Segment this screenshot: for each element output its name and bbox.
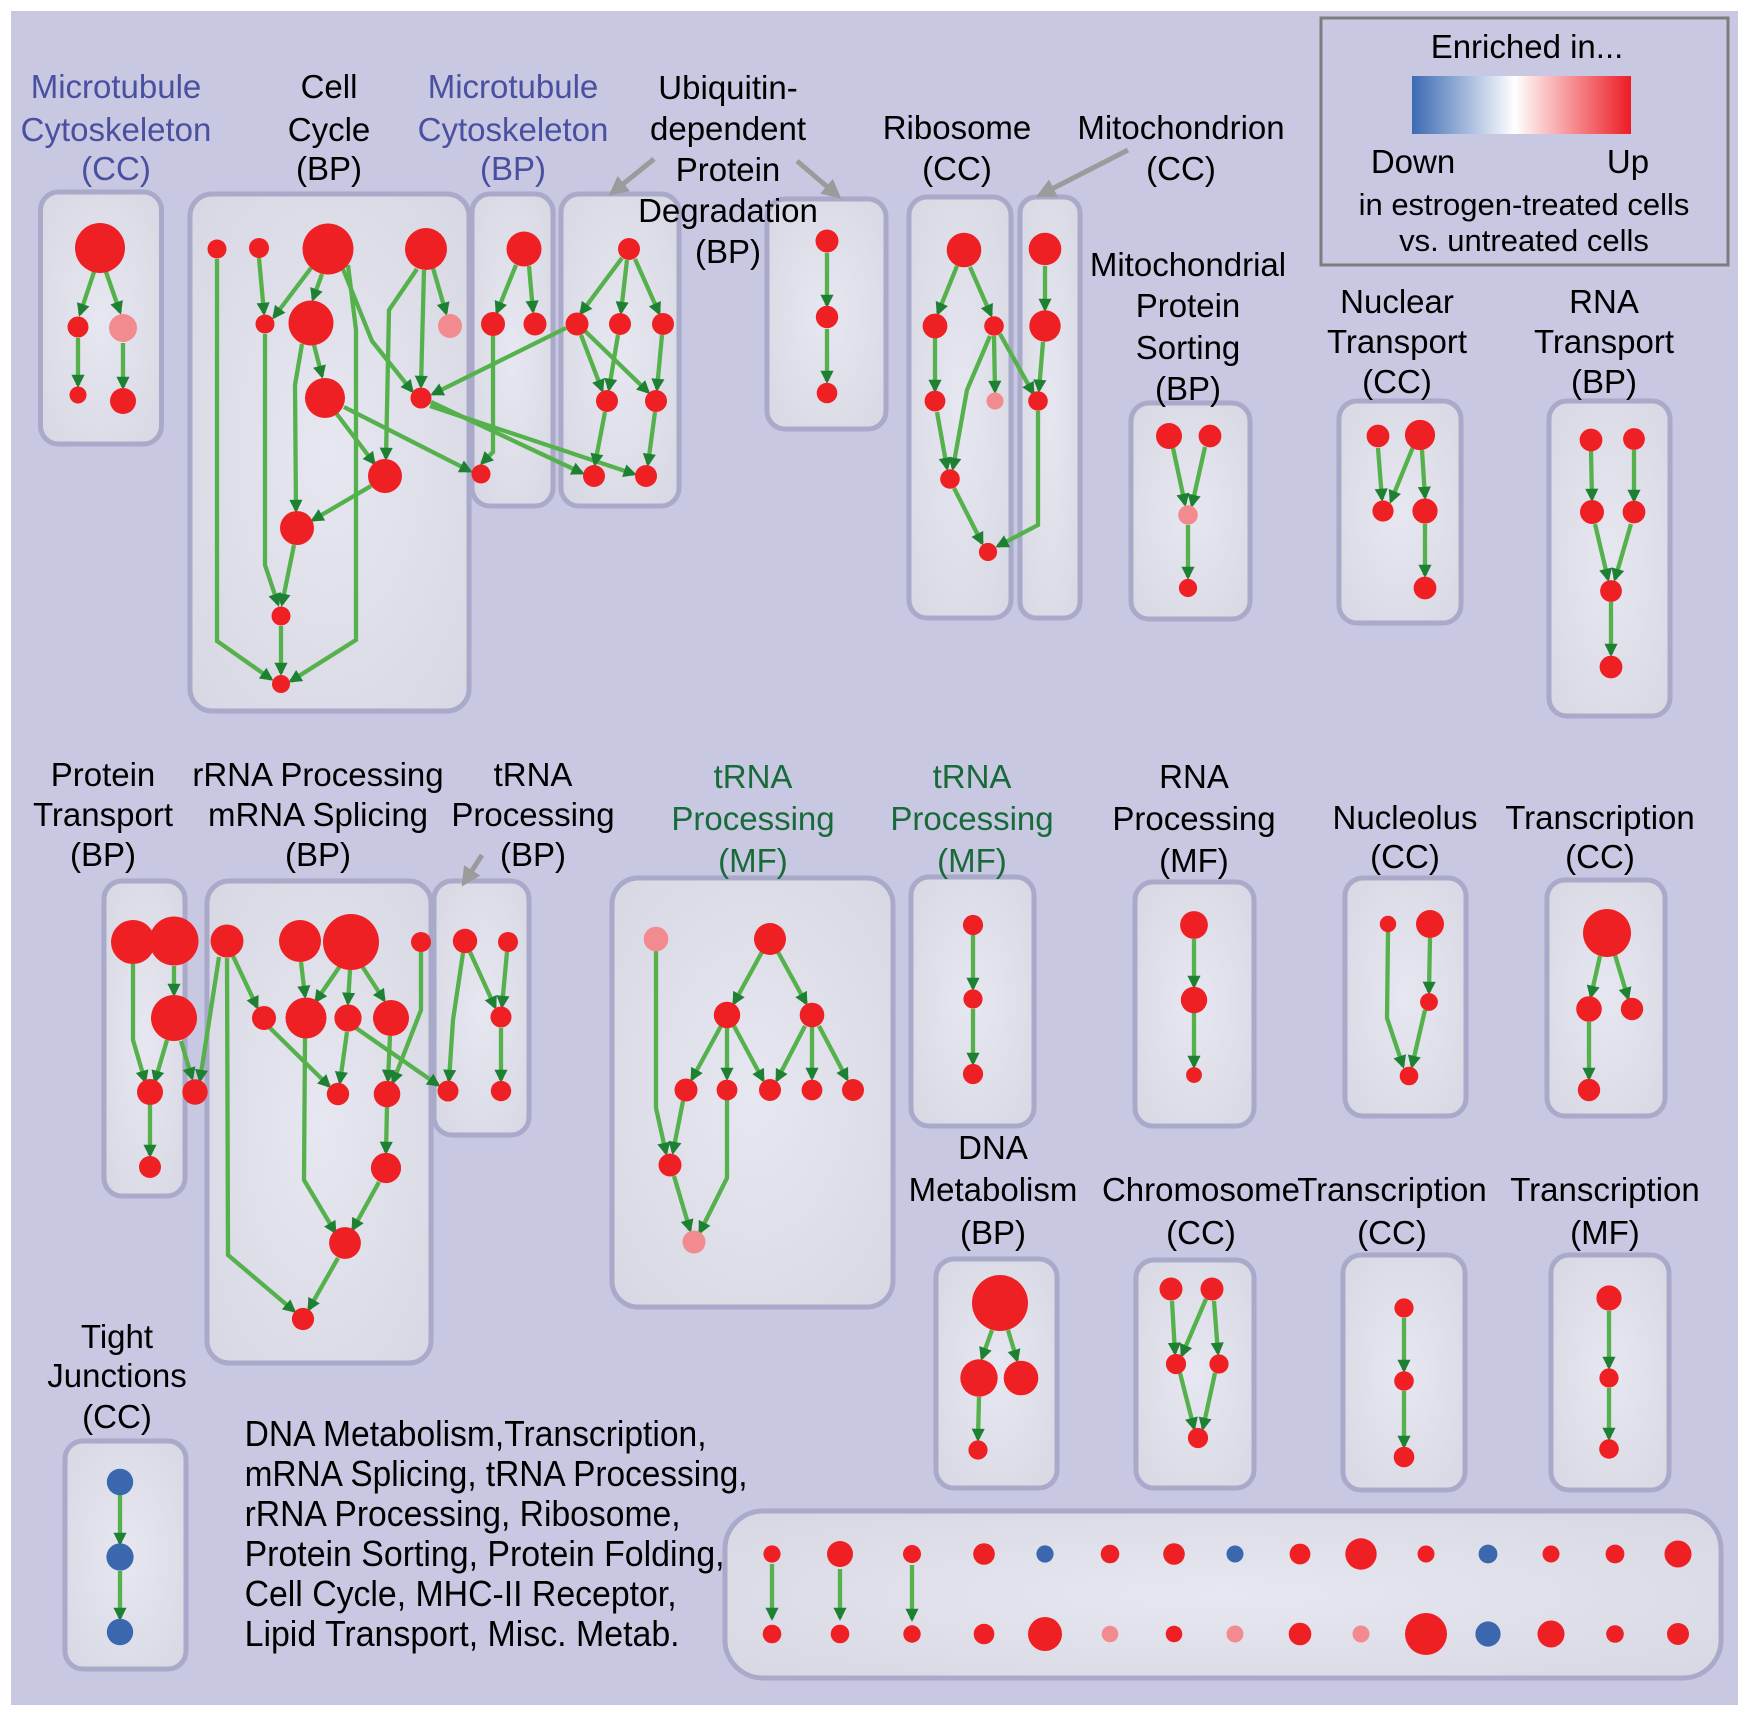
svg-text:Transport: Transport [1327, 323, 1467, 360]
svg-text:Degradation: Degradation [638, 192, 818, 229]
svg-text:in estrogen-treated cells: in estrogen-treated cells [1359, 187, 1690, 222]
svg-text:DNA Metabolism,Transcription,: DNA Metabolism,Transcription, [245, 1413, 707, 1454]
svg-text:Cell Cycle, MHC-II Receptor,: Cell Cycle, MHC-II Receptor, [245, 1573, 677, 1614]
svg-text:Processing: Processing [671, 800, 834, 837]
svg-text:Protein: Protein [676, 151, 781, 188]
svg-text:Up: Up [1607, 143, 1649, 180]
svg-text:Sorting: Sorting [1136, 329, 1241, 366]
svg-text:Mitochondrion: Mitochondrion [1077, 109, 1284, 146]
svg-text:Protein: Protein [1136, 287, 1241, 324]
svg-text:Processing: Processing [1112, 800, 1275, 837]
svg-text:Protein: Protein [51, 756, 156, 793]
svg-text:(MF): (MF) [1159, 842, 1229, 879]
svg-text:(CC): (CC) [82, 1398, 152, 1435]
svg-text:(CC): (CC) [81, 150, 151, 187]
svg-text:Tight: Tight [81, 1318, 153, 1355]
svg-text:rRNA Processing: rRNA Processing [192, 756, 443, 793]
svg-text:Ubiquitin-: Ubiquitin- [658, 69, 797, 106]
svg-text:Microtubule: Microtubule [428, 68, 599, 105]
svg-text:Microtubule: Microtubule [31, 68, 202, 105]
svg-text:Cell: Cell [301, 68, 358, 105]
svg-text:vs. untreated cells: vs. untreated cells [1399, 223, 1649, 258]
svg-text:(CC): (CC) [1357, 1214, 1427, 1251]
svg-text:tRNA: tRNA [494, 756, 573, 793]
svg-text:tRNA: tRNA [714, 758, 793, 795]
svg-text:(BP): (BP) [1571, 363, 1637, 400]
svg-text:(CC): (CC) [922, 150, 992, 187]
svg-text:tRNA: tRNA [933, 758, 1012, 795]
svg-text:Lipid Transport, Misc. Metab.: Lipid Transport, Misc. Metab. [245, 1613, 680, 1654]
svg-text:Cytoskeleton: Cytoskeleton [21, 111, 212, 148]
svg-text:Junctions: Junctions [47, 1357, 186, 1394]
svg-text:Transport: Transport [33, 796, 173, 833]
svg-text:(BP): (BP) [1155, 370, 1221, 407]
svg-text:Cycle: Cycle [288, 111, 371, 148]
svg-text:(CC): (CC) [1370, 838, 1440, 875]
svg-text:Chromosome: Chromosome [1102, 1171, 1300, 1208]
svg-text:Protein Sorting, Protein Foldi: Protein Sorting, Protein Folding, [245, 1533, 725, 1574]
svg-text:(MF): (MF) [718, 842, 788, 879]
svg-text:Mitochondrial: Mitochondrial [1090, 246, 1286, 283]
svg-text:(BP): (BP) [695, 233, 761, 270]
svg-text:Transport: Transport [1534, 323, 1674, 360]
svg-text:(MF): (MF) [937, 842, 1007, 879]
svg-text:mRNA Splicing, tRNA Processing: mRNA Splicing, tRNA Processing, [245, 1453, 748, 1494]
svg-text:(CC): (CC) [1565, 838, 1635, 875]
svg-text:(BP): (BP) [500, 836, 566, 873]
svg-text:(CC): (CC) [1166, 1214, 1236, 1251]
svg-text:(BP): (BP) [480, 150, 546, 187]
svg-text:RNA: RNA [1159, 758, 1229, 795]
svg-text:Nucleolus: Nucleolus [1333, 799, 1478, 836]
svg-text:dependent: dependent [650, 110, 806, 147]
svg-text:(BP): (BP) [285, 836, 351, 873]
svg-text:(BP): (BP) [70, 836, 136, 873]
svg-text:mRNA Splicing: mRNA Splicing [208, 796, 428, 833]
svg-text:Cytoskeleton: Cytoskeleton [418, 111, 609, 148]
svg-text:Ribosome: Ribosome [883, 109, 1032, 146]
svg-text:Nuclear: Nuclear [1340, 283, 1454, 320]
svg-text:Transcription: Transcription [1505, 799, 1695, 836]
svg-text:RNA: RNA [1569, 283, 1639, 320]
svg-text:Metabolism: Metabolism [909, 1171, 1078, 1208]
svg-text:(CC): (CC) [1362, 363, 1432, 400]
svg-text:(BP): (BP) [296, 150, 362, 187]
svg-text:DNA: DNA [958, 1129, 1028, 1166]
svg-text:(BP): (BP) [960, 1214, 1026, 1251]
svg-text:(CC): (CC) [1146, 150, 1216, 187]
svg-text:Processing: Processing [451, 796, 614, 833]
svg-text:Transcription: Transcription [1297, 1171, 1487, 1208]
svg-text:rRNA Processing, Ribosome,: rRNA Processing, Ribosome, [245, 1493, 681, 1534]
svg-text:Enriched in...: Enriched in... [1431, 28, 1624, 65]
svg-text:(MF): (MF) [1570, 1214, 1640, 1251]
svg-text:Processing: Processing [890, 800, 1053, 837]
svg-text:Down: Down [1371, 143, 1455, 180]
svg-text:Transcription: Transcription [1510, 1171, 1700, 1208]
